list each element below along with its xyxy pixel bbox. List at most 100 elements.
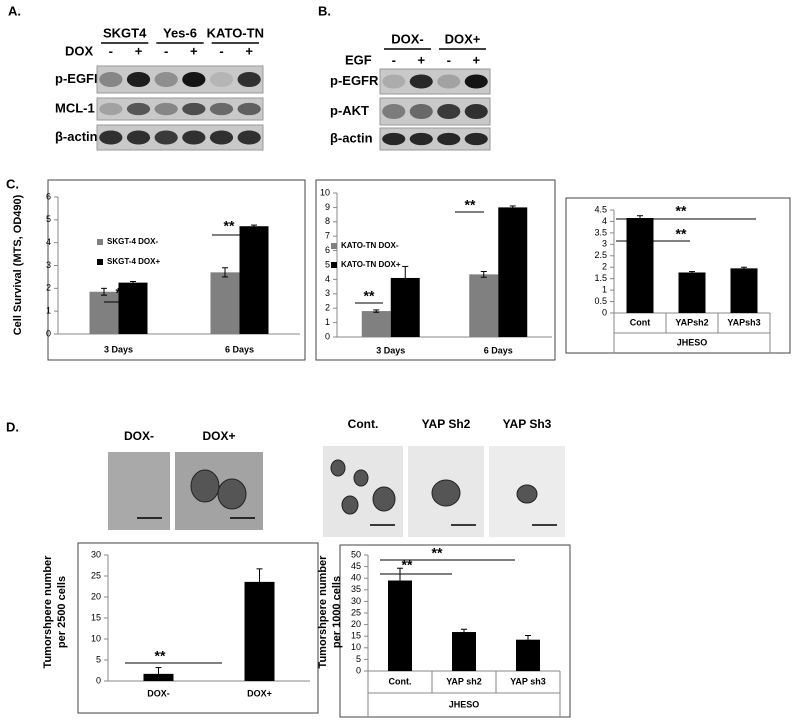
bar [516, 639, 540, 671]
image-label: YAP Sh3 [503, 417, 552, 431]
sign: - [447, 52, 451, 67]
panel-label: A. [8, 3, 21, 18]
x-tick-label: YAPsh2 [675, 317, 708, 327]
legend-label: SKGT-4 DOX+ [107, 257, 160, 266]
significance: ** [432, 545, 443, 561]
y-tick-label: 3 [602, 239, 607, 249]
x-tick-label: 6 Days [225, 344, 254, 354]
band [209, 130, 234, 145]
y-axis-label: Tumorshpere number [317, 555, 329, 669]
band [464, 74, 488, 89]
chart-frame [47, 179, 306, 361]
blot-strip [96, 124, 264, 151]
y-tick-label: 10 [351, 642, 361, 652]
group-label: DOX+ [445, 31, 481, 46]
bar [361, 311, 391, 337]
error-bar [480, 270, 487, 278]
sign: + [472, 52, 480, 67]
band [182, 130, 206, 145]
y-tick-label: 15 [91, 612, 101, 622]
y-tick-label: 4 [325, 274, 330, 284]
y-tick-label: 50 [351, 549, 361, 559]
band [99, 130, 123, 145]
x-tick-label: DOX+ [247, 688, 272, 698]
group-label: DOX- [391, 31, 424, 46]
band [154, 102, 178, 116]
sign: - [109, 43, 113, 58]
y-tick-label: 0 [46, 328, 51, 338]
y-tick-label: 35 [351, 584, 361, 594]
band [464, 132, 488, 146]
error-bar [741, 266, 747, 271]
bar [452, 632, 476, 671]
x-axis-label: JHESO [677, 337, 708, 347]
band [409, 132, 433, 146]
group-label: SKGT4 [103, 25, 147, 40]
bar [388, 580, 412, 671]
blot-strip [96, 65, 264, 94]
band [182, 102, 206, 116]
y-tick-label: 4 [602, 216, 607, 226]
significance: ** [116, 285, 127, 301]
y-tick-label: 1 [602, 284, 607, 294]
bar [730, 268, 758, 313]
error-bar [373, 309, 380, 313]
band [237, 102, 261, 116]
significance: ** [364, 288, 375, 304]
band [209, 71, 234, 88]
error-bar [222, 267, 228, 278]
x-tick-label: 3 Days [376, 345, 405, 355]
significance: ** [224, 218, 235, 234]
sign: + [190, 43, 198, 58]
error-bar [509, 205, 516, 210]
y-tick-label: 0 [602, 307, 607, 317]
error-bar [637, 215, 643, 221]
legend-label: SKGT-4 DOX- [107, 237, 158, 246]
y-tick-label: 9 [325, 202, 330, 212]
chart-frame [77, 542, 319, 714]
sphere [217, 478, 247, 510]
y-tick-label: 20 [351, 619, 361, 629]
y-tick-label: 5 [325, 259, 330, 269]
y-axis-label: per 2500 cells [56, 576, 68, 648]
y-tick-label: 2.5 [594, 250, 607, 260]
y-tick-label: 0.5 [594, 296, 607, 306]
bar [210, 272, 240, 334]
error-bar [402, 265, 409, 290]
y-tick-label: 45 [351, 561, 361, 571]
image-label: Cont. [348, 417, 379, 431]
y-tick-label: 6 [325, 245, 330, 255]
significance: ** [676, 226, 687, 242]
image-label: DOX- [124, 429, 154, 443]
blot-strip [379, 127, 491, 151]
bar [498, 207, 528, 337]
sphere [190, 469, 220, 503]
row-label: β-actin [55, 129, 98, 144]
error-bar [525, 635, 531, 645]
error-bar [397, 567, 403, 594]
legend-swatch [97, 259, 103, 265]
y-tick-label: 0 [356, 665, 361, 675]
group-label: KATO-TN [207, 25, 264, 40]
significance: ** [676, 203, 687, 219]
panel-label: D. [6, 419, 19, 434]
error-bar [461, 628, 467, 636]
y-tick-label: 6 [46, 191, 51, 201]
image-label: YAP Sh2 [422, 417, 471, 431]
bar [118, 282, 148, 334]
x-tick-label: 6 Days [484, 345, 513, 355]
legend-swatch [97, 239, 103, 245]
x-axis-label: JHESO [449, 699, 480, 709]
significance: ** [155, 648, 166, 664]
y-axis-label: Tumorshpere number [42, 555, 54, 669]
sphere [353, 469, 369, 487]
error-bar [155, 667, 162, 681]
band [182, 71, 206, 88]
y-tick-label: 25 [91, 570, 101, 580]
x-tick-label: Cont [630, 317, 651, 327]
y-axis-label: Cell Survival (MTS, OD490) [12, 194, 24, 335]
band [209, 102, 234, 116]
y-tick-label: 4 [46, 237, 51, 247]
chart-frame [315, 179, 556, 361]
